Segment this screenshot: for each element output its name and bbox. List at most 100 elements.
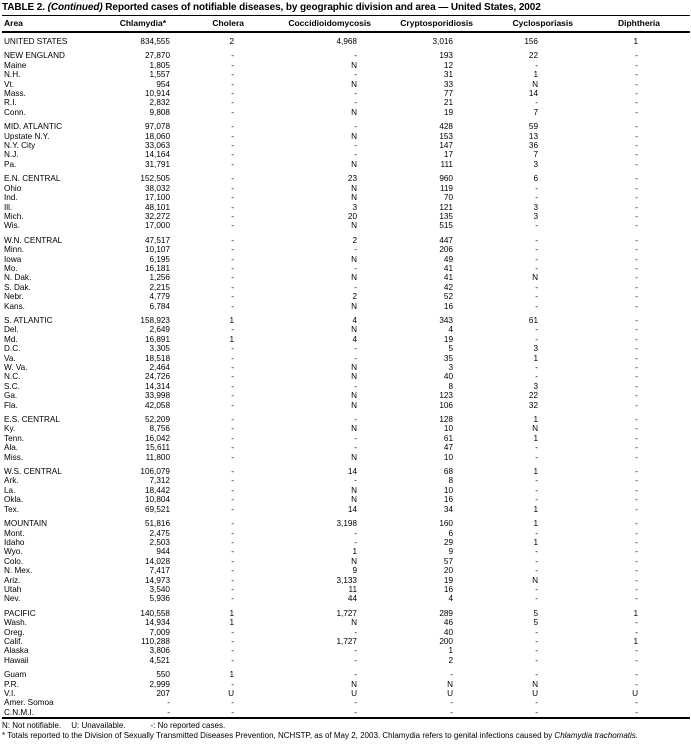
value-cell: - xyxy=(231,443,234,453)
header-row: Area Chlamydia* Cholera Coccidioidomycosis C… xyxy=(2,16,690,33)
value-cell: - xyxy=(635,51,638,61)
area-cell: Guam xyxy=(4,670,27,680)
value-cell: 121 xyxy=(439,202,453,212)
value-cell: - xyxy=(635,537,638,547)
value-cell: 110,288 xyxy=(141,636,170,646)
value-cell: - xyxy=(231,131,234,141)
value-cell: 31,791 xyxy=(144,159,170,169)
value-cell: - xyxy=(635,273,638,283)
area-cell: N.H. xyxy=(4,70,21,80)
value-cell: 3,133 xyxy=(336,575,358,585)
value-cell: N xyxy=(532,79,538,89)
value-cell: 1,557 xyxy=(149,70,171,80)
value-cell: 106,079 xyxy=(140,467,170,477)
legend-line: N: Not notifiable. U: Unavailable. -: No… xyxy=(2,721,690,731)
value-cell: 8 xyxy=(448,381,453,391)
value-cell: - xyxy=(231,235,234,245)
area-cell: Calif. xyxy=(4,636,23,646)
value-cell: 44 xyxy=(347,594,357,604)
area-cell: R.I. xyxy=(4,98,17,108)
value-cell: 1 xyxy=(533,415,538,425)
value-cell: - xyxy=(635,159,638,169)
value-cell: 6 xyxy=(533,174,538,184)
table-row: Del. 2,649 - N 4 - - xyxy=(2,325,690,334)
area-cell: N.C. xyxy=(4,372,21,382)
value-cell: 3 xyxy=(533,344,538,354)
value-cell: 16,891 xyxy=(144,334,170,344)
table-row: Nebr. 4,779 - 2 52 - - xyxy=(2,292,690,301)
value-cell: 1 xyxy=(633,636,638,646)
asterisk-footnote-species: Chlamydia trachomatis. xyxy=(554,731,639,741)
area-cell: W.N. CENTRAL xyxy=(4,235,63,245)
value-cell: N xyxy=(351,254,357,264)
value-cell: 19 xyxy=(443,334,453,344)
value-cell: 47,517 xyxy=(144,235,170,245)
value-cell: N xyxy=(351,679,357,689)
value-cell: - xyxy=(354,443,357,453)
value-cell: 343 xyxy=(439,315,453,325)
value-cell: 52 xyxy=(443,292,453,302)
area-cell: D.C. xyxy=(4,344,21,354)
value-cell: 4,521 xyxy=(149,655,171,665)
value-cell: - xyxy=(231,646,234,656)
value-cell: 10,804 xyxy=(144,495,170,505)
value-cell: 6,784 xyxy=(149,301,171,311)
area-cell: Ga. xyxy=(4,391,18,401)
value-cell: - xyxy=(231,424,234,434)
value-cell: N xyxy=(351,391,357,401)
value-cell: - xyxy=(635,707,638,717)
value-cell: - xyxy=(354,51,357,61)
value-cell: U xyxy=(632,689,638,698)
value-cell: - xyxy=(535,60,538,70)
value-cell: - xyxy=(231,79,234,89)
value-cell: 17,000 xyxy=(144,221,170,231)
value-cell: 9 xyxy=(352,566,357,576)
table-row: Nev. 5,936-44 4- - xyxy=(2,594,690,603)
value-cell: - xyxy=(535,292,538,302)
table-row: R.I. 2,832 - - 21 - - xyxy=(2,98,690,107)
value-cell: 1,727 xyxy=(336,608,358,618)
value-cell: 289 xyxy=(439,608,453,618)
value-cell: 8 xyxy=(448,476,453,486)
area-cell: Ill. xyxy=(4,202,13,212)
table-row: Kans. 6,784 - N 16 - - xyxy=(2,302,690,311)
value-cell: 7,312 xyxy=(149,476,171,486)
table-row: Conn. 9,808 - N 19 7 - xyxy=(2,108,690,117)
value-cell: 42 xyxy=(443,282,453,292)
table-row: Vt. 954 - N 33 N - xyxy=(2,80,690,89)
value-cell: - xyxy=(535,325,538,335)
value-cell: 2,503 xyxy=(149,537,171,547)
value-cell: 21 xyxy=(443,98,453,108)
table-row: N.Y. City 33,063 - - 147 36 - xyxy=(2,141,690,150)
area-cell: Conn. xyxy=(4,107,26,117)
value-cell: 153 xyxy=(439,131,453,141)
table-continued-label: (Continued) xyxy=(47,2,103,13)
value-cell: - xyxy=(231,636,234,646)
table-row: N.H. 1,557 - - 31 1 - xyxy=(2,70,690,79)
area-cell: Oreg. xyxy=(4,627,25,637)
column-header-chlamydia: Chlamydia* xyxy=(98,16,180,33)
area-cell: Tex. xyxy=(4,504,20,514)
value-cell: 428 xyxy=(439,122,453,132)
value-cell: - xyxy=(231,344,234,354)
area-cell: P.R. xyxy=(4,679,19,689)
value-cell: N xyxy=(351,183,357,193)
value-cell: 1,256 xyxy=(149,273,171,283)
value-cell: N xyxy=(351,221,357,231)
value-cell: - xyxy=(635,131,638,141)
value-cell: - xyxy=(231,452,234,462)
value-cell: - xyxy=(635,98,638,108)
value-cell: 10,914 xyxy=(144,89,170,99)
area-cell: N.Y. City xyxy=(4,141,36,151)
value-cell: - xyxy=(231,485,234,495)
value-cell: 14 xyxy=(347,504,357,514)
table-row: Ohio 38,032 - N 119 - - xyxy=(2,184,690,193)
table-row: Okla. 10,804 - N 16 - - xyxy=(2,495,690,504)
value-cell: 193 xyxy=(439,51,453,61)
value-cell: 29 xyxy=(443,537,453,547)
value-cell: 69,521 xyxy=(144,504,170,514)
value-cell: 147 xyxy=(439,141,453,151)
value-cell: - xyxy=(535,221,538,231)
value-cell: 18,442 xyxy=(144,485,170,495)
value-cell: 20 xyxy=(347,211,357,221)
